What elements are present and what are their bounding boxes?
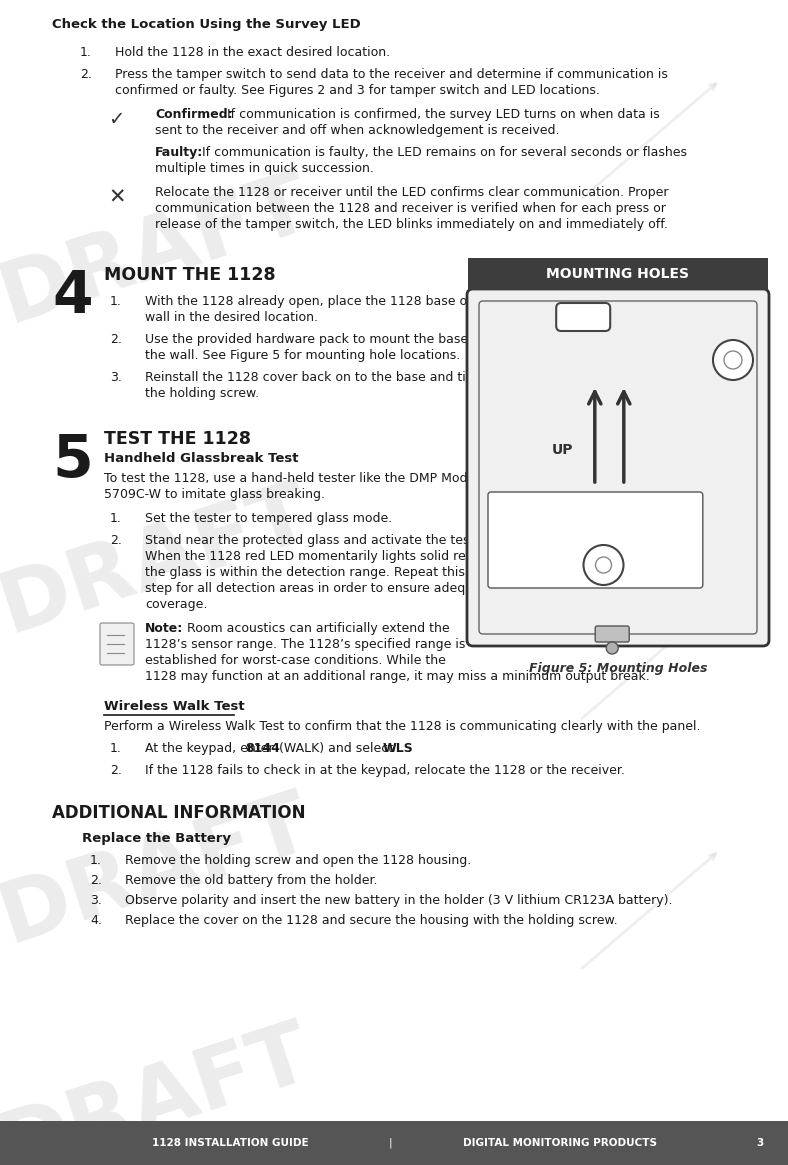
Text: 1.: 1. xyxy=(110,742,122,755)
Circle shape xyxy=(724,351,742,369)
Text: To test the 1128, use a hand-held tester like the DMP Model: To test the 1128, use a hand-held tester… xyxy=(104,472,479,485)
Text: If communication is faulty, the LED remains on for several seconds or flashes: If communication is faulty, the LED rema… xyxy=(198,146,687,158)
Text: ✓: ✓ xyxy=(108,110,125,129)
Text: 2.: 2. xyxy=(110,764,122,777)
Circle shape xyxy=(596,557,611,573)
Text: Reinstall the 1128 cover back on to the base and tighten: Reinstall the 1128 cover back on to the … xyxy=(145,370,502,384)
Text: At the keypad, enter: At the keypad, enter xyxy=(145,742,277,755)
Text: Room acoustics can artificially extend the: Room acoustics can artificially extend t… xyxy=(183,622,450,635)
Text: 3: 3 xyxy=(756,1138,764,1148)
Text: Set the tester to tempered glass mode.: Set the tester to tempered glass mode. xyxy=(145,511,392,525)
Bar xyxy=(468,257,768,290)
Text: 1.: 1. xyxy=(110,295,122,308)
Text: Press the tamper switch to send data to the receiver and determine if communicat: Press the tamper switch to send data to … xyxy=(115,68,668,82)
Text: ADDITIONAL INFORMATION: ADDITIONAL INFORMATION xyxy=(52,804,306,822)
Text: DIGITAL MONITORING PRODUCTS: DIGITAL MONITORING PRODUCTS xyxy=(463,1138,657,1148)
Text: established for worst-case conditions. While the: established for worst-case conditions. W… xyxy=(145,654,446,668)
Text: the glass is within the detection range. Repeat this: the glass is within the detection range.… xyxy=(145,566,465,579)
Text: ✕: ✕ xyxy=(108,188,125,209)
Text: Hold the 1128 in the exact desired location.: Hold the 1128 in the exact desired locat… xyxy=(115,45,390,59)
Text: Figure 5: Mounting Holes: Figure 5: Mounting Holes xyxy=(529,662,708,675)
Text: 5709C-W to imitate glass breaking.: 5709C-W to imitate glass breaking. xyxy=(104,488,325,501)
Text: 1128 may function at an additional range, it may miss a minimum output break.: 1128 may function at an additional range… xyxy=(145,670,650,683)
Text: Perform a Wireless Walk Test to confirm that the 1128 is communicating clearly w: Perform a Wireless Walk Test to confirm … xyxy=(104,720,701,733)
Text: Use the provided hardware pack to mount the base to: Use the provided hardware pack to mount … xyxy=(145,333,485,346)
Text: MOUNT THE 1128: MOUNT THE 1128 xyxy=(104,266,276,284)
Text: DRAFT: DRAFT xyxy=(0,781,321,959)
Circle shape xyxy=(583,545,623,585)
Text: Wireless Walk Test: Wireless Walk Test xyxy=(104,700,244,713)
Text: 1128’s sensor range. The 1128’s specified range is: 1128’s sensor range. The 1128’s specifie… xyxy=(145,638,466,651)
Text: Remove the holding screw and open the 1128 housing.: Remove the holding screw and open the 11… xyxy=(125,854,471,867)
Text: Observe polarity and insert the new battery in the holder (3 V lithium CR123A ba: Observe polarity and insert the new batt… xyxy=(125,894,672,908)
Text: the holding screw.: the holding screw. xyxy=(145,387,259,400)
Text: 1.: 1. xyxy=(80,45,92,59)
Text: 2.: 2. xyxy=(80,68,92,82)
Text: Note:: Note: xyxy=(145,622,184,635)
Text: DRAFT: DRAFT xyxy=(0,471,321,649)
Text: release of the tamper switch, the LED blinks immediately on and immediately off.: release of the tamper switch, the LED bl… xyxy=(155,218,668,231)
Text: 4: 4 xyxy=(52,268,93,325)
Text: (WALK) and select: (WALK) and select xyxy=(275,742,397,755)
Circle shape xyxy=(713,340,753,380)
Text: 5: 5 xyxy=(52,432,93,489)
Text: coverage.: coverage. xyxy=(145,598,207,610)
FancyBboxPatch shape xyxy=(595,626,629,642)
Text: Remove the old battery from the holder.: Remove the old battery from the holder. xyxy=(125,874,377,887)
Text: 1128 INSTALLATION GUIDE: 1128 INSTALLATION GUIDE xyxy=(151,1138,308,1148)
Text: 1.: 1. xyxy=(110,511,122,525)
Text: Stand near the protected glass and activate the tester.: Stand near the protected glass and activ… xyxy=(145,534,490,548)
Text: Check the Location Using the Survey LED: Check the Location Using the Survey LED xyxy=(52,17,361,31)
Text: WLS: WLS xyxy=(383,742,414,755)
Text: 2.: 2. xyxy=(110,333,122,346)
Text: If communication is confirmed, the survey LED turns on when data is: If communication is confirmed, the surve… xyxy=(223,108,660,121)
Text: sent to the receiver and off when acknowledgement is received.: sent to the receiver and off when acknow… xyxy=(155,123,559,137)
FancyBboxPatch shape xyxy=(467,289,769,647)
FancyBboxPatch shape xyxy=(488,492,703,588)
Text: wall in the desired location.: wall in the desired location. xyxy=(145,311,318,324)
Text: 4.: 4. xyxy=(90,915,102,927)
Text: the wall. See Figure 5 for mounting hole locations.: the wall. See Figure 5 for mounting hole… xyxy=(145,350,460,362)
Text: Confirmed:: Confirmed: xyxy=(155,108,232,121)
Text: DRAFT: DRAFT xyxy=(0,1011,321,1165)
Text: 3.: 3. xyxy=(90,894,102,908)
Text: Handheld Glassbreak Test: Handheld Glassbreak Test xyxy=(104,452,299,465)
Text: multiple times in quick succession.: multiple times in quick succession. xyxy=(155,162,374,175)
FancyBboxPatch shape xyxy=(556,303,610,331)
Text: UP: UP xyxy=(552,443,573,457)
Text: communication between the 1128 and receiver is verified when for each press or: communication between the 1128 and recei… xyxy=(155,202,666,216)
Text: 2.: 2. xyxy=(90,874,102,887)
Text: .: . xyxy=(407,742,411,755)
FancyBboxPatch shape xyxy=(100,623,134,665)
Text: confirmed or faulty. See Figures 2 and 3 for tamper switch and LED locations.: confirmed or faulty. See Figures 2 and 3… xyxy=(115,84,600,97)
Circle shape xyxy=(606,642,619,654)
Text: |: | xyxy=(388,1138,392,1149)
Text: 3.: 3. xyxy=(110,370,122,384)
Text: TEST THE 1128: TEST THE 1128 xyxy=(104,430,251,449)
Text: MOUNTING HOLES: MOUNTING HOLES xyxy=(547,267,690,281)
Text: Replace the cover on the 1128 and secure the housing with the holding screw.: Replace the cover on the 1128 and secure… xyxy=(125,915,618,927)
Text: With the 1128 already open, place the 1128 base on the: With the 1128 already open, place the 11… xyxy=(145,295,500,308)
Text: Replace the Battery: Replace the Battery xyxy=(82,832,231,845)
Text: When the 1128 red LED momentarily lights solid red,: When the 1128 red LED momentarily lights… xyxy=(145,550,478,563)
Text: If the 1128 fails to check in at the keypad, relocate the 1128 or the receiver.: If the 1128 fails to check in at the key… xyxy=(145,764,625,777)
Text: Relocate the 1128 or receiver until the LED confirms clear communication. Proper: Relocate the 1128 or receiver until the … xyxy=(155,186,668,199)
Text: 2.: 2. xyxy=(110,534,122,548)
Text: 8144: 8144 xyxy=(245,742,280,755)
Text: Faulty:: Faulty: xyxy=(155,146,203,158)
Text: DRAFT: DRAFT xyxy=(0,161,321,339)
Bar xyxy=(0,1121,788,1165)
Text: 1.: 1. xyxy=(90,854,102,867)
Text: step for all detection areas in order to ensure adequate: step for all detection areas in order to… xyxy=(145,582,493,595)
